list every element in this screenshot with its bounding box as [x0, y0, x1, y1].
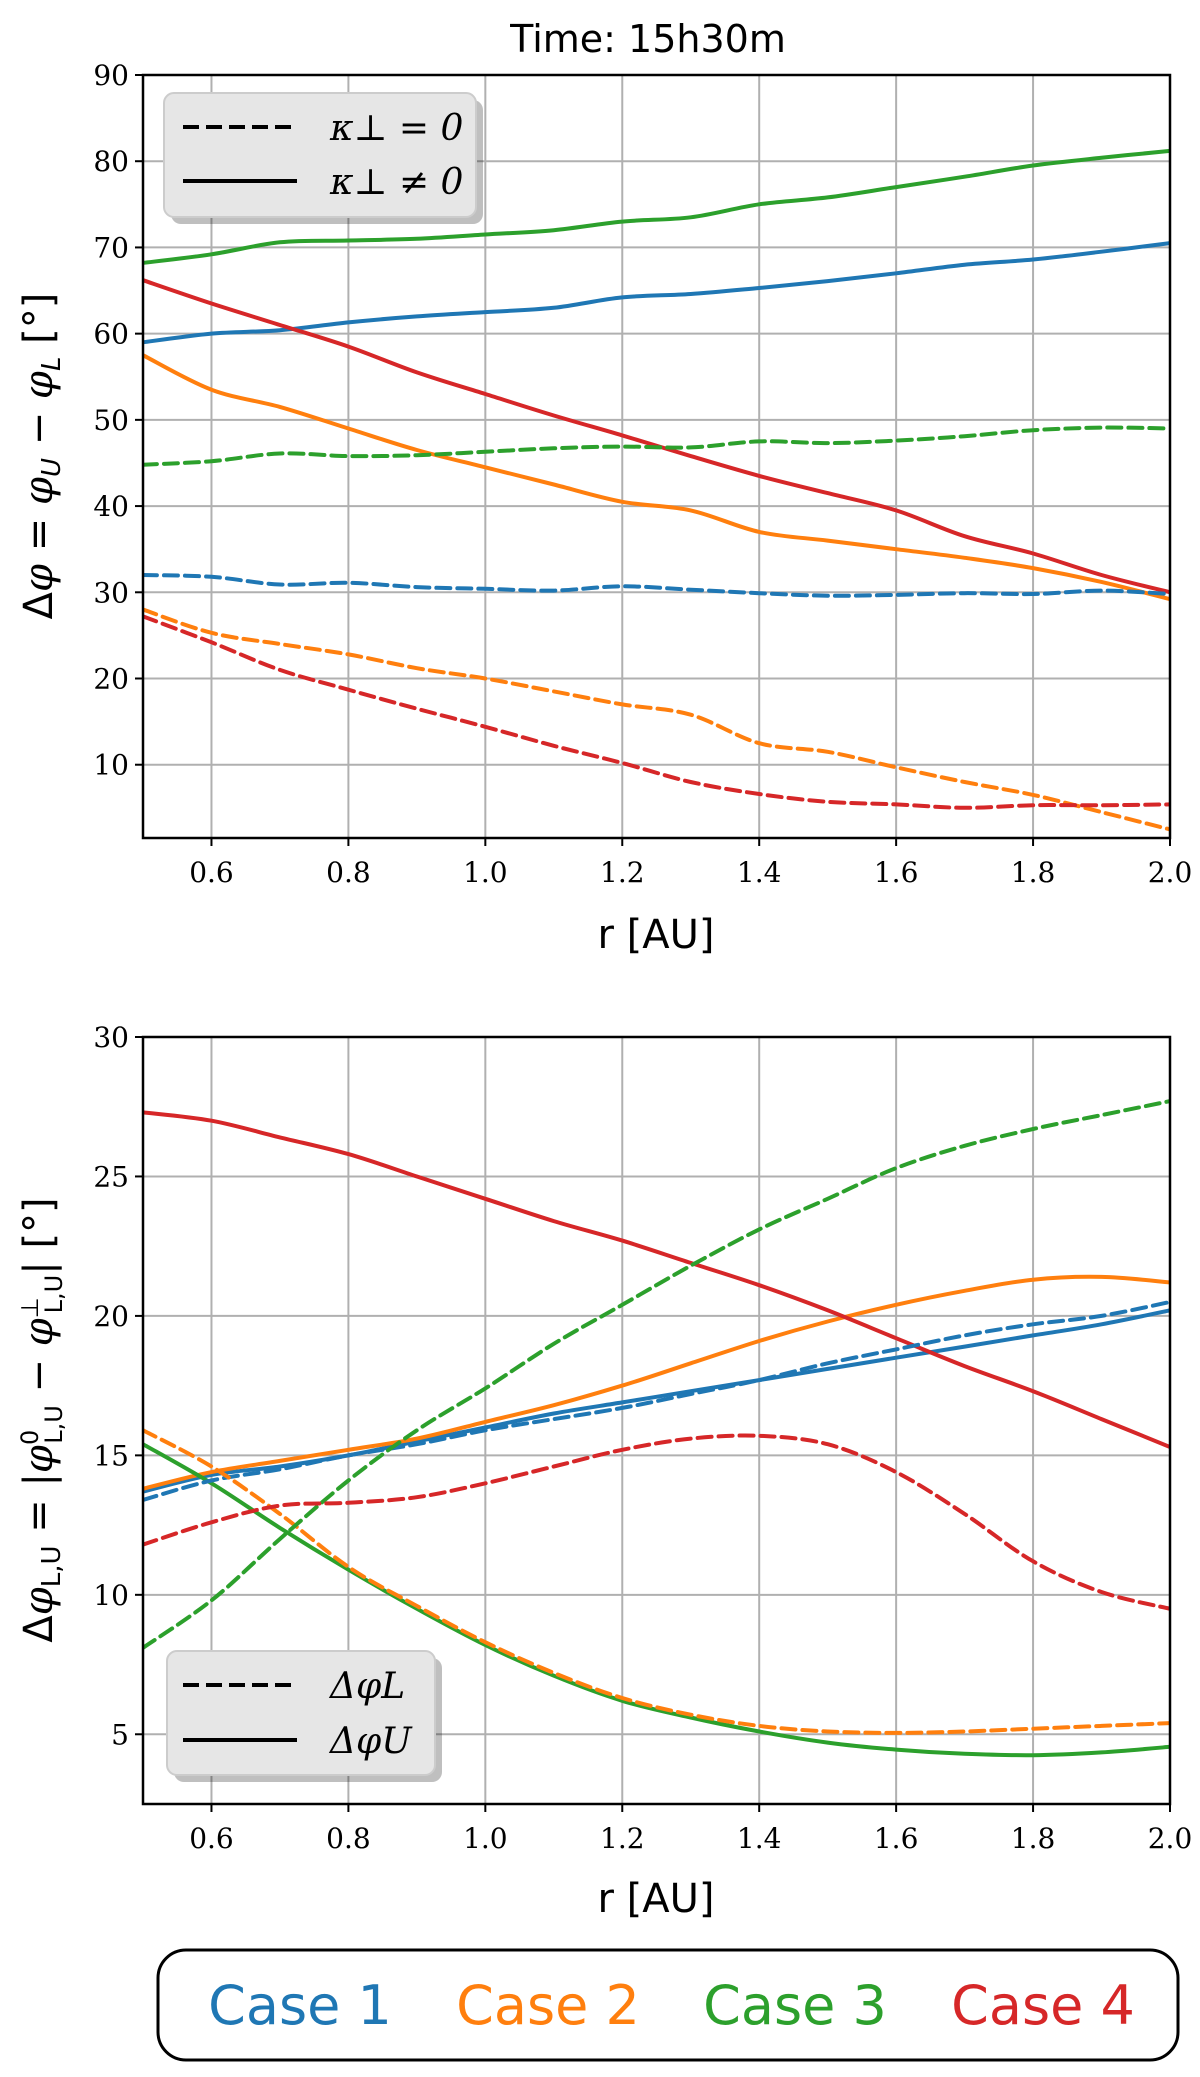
series-line-case2-dashed — [143, 1428, 1170, 1735]
x-tick-label: 2.0 — [1148, 856, 1193, 889]
case-legend: Case 1 Case 2 Case 3 Case 4 — [156, 1948, 1180, 2062]
series-line-case3-dashed — [143, 1099, 1170, 1650]
y-tick-label: 30 — [93, 1021, 129, 1054]
y-tick-label: 40 — [93, 490, 129, 523]
series-line-case4-dashed — [143, 1433, 1170, 1611]
x-tick-label: 1.4 — [737, 1822, 782, 1855]
top-chart-ylabel: Δφ = φU − φL [°] — [16, 293, 67, 620]
series-line-case3-solid — [143, 1442, 1170, 1758]
legend-kappa-zero: κ⊥ = 0 — [329, 108, 463, 149]
x-tick-label: 2.0 — [1148, 1822, 1193, 1855]
legend-delta-phi-l: ΔφL — [328, 1666, 405, 1707]
case-3-label: Case 3 — [703, 1974, 887, 2037]
bottom-chart-legend: ΔφL ΔφU — [166, 1650, 442, 1782]
x-tick-label: 1.6 — [874, 1822, 919, 1855]
series-line-case2-dashed — [143, 607, 1170, 832]
y-tick-label: 25 — [93, 1160, 129, 1193]
y-tick-label: 60 — [93, 318, 129, 351]
x-tick-label: 1.2 — [600, 856, 645, 889]
x-tick-label: 0.6 — [189, 1822, 234, 1855]
series-line-case1-solid — [143, 241, 1170, 345]
top-chart-xlabel: r [AU] — [597, 912, 714, 958]
series-line-case2-solid — [143, 353, 1170, 602]
series-line-case4-dashed — [143, 614, 1170, 810]
y-tick-label: 50 — [93, 404, 129, 437]
x-tick-label: 0.8 — [326, 856, 371, 889]
x-tick-label: 0.6 — [189, 856, 234, 889]
case-4-label: Case 4 — [951, 1974, 1135, 2037]
y-tick-label: 10 — [93, 1579, 129, 1612]
y-tick-label: 5 — [111, 1718, 129, 1751]
y-tick-label: 10 — [93, 749, 129, 782]
series-line-case1-dashed — [143, 1300, 1170, 1502]
figure-title: Time: 15h30m — [509, 17, 786, 61]
series-line-case2-solid — [143, 1274, 1170, 1491]
bottom-chart-xlabel: r [AU] — [597, 1876, 714, 1922]
bottom-chart-frame — [141, 1035, 1172, 1806]
x-tick-label: 1.0 — [463, 1822, 508, 1855]
x-tick-label: 1.8 — [1011, 1822, 1056, 1855]
y-tick-label: 20 — [93, 663, 129, 696]
x-tick-label: 1.6 — [874, 856, 919, 889]
x-tick-label: 1.8 — [1011, 856, 1056, 889]
y-tick-label: 15 — [93, 1439, 129, 1472]
x-tick-label: 1.4 — [737, 856, 782, 889]
bottom-chart: 0.6 0.8 1.0 1.2 1.4 1.6 1.8 2.0 5 10 15 20 25 30 r [A… — [16, 1021, 1192, 1922]
legend-delta-phi-u: ΔφU — [328, 1721, 413, 1762]
x-tick-label: 1.0 — [463, 856, 508, 889]
top-chart: 0.6 0.8 1.0 1.2 1.4 1.6 1.8 2.0 10 20 30 40 50 60 70 80… — [16, 59, 1192, 958]
y-tick-label: 30 — [93, 576, 129, 609]
case-2-label: Case 2 — [456, 1974, 640, 2037]
y-tick-label: 20 — [93, 1300, 129, 1333]
bottom-chart-ylabel: ΔφL,U = |φ0L,U − φ⊥L,U| [°] — [16, 1197, 68, 1642]
legend-kappa-nonzero: κ⊥ ≠ 0 — [329, 162, 463, 203]
x-tick-label: 1.2 — [600, 1822, 645, 1855]
series-line-case3-solid — [143, 148, 1170, 265]
y-tick-label: 70 — [93, 231, 129, 264]
y-tick-label: 90 — [93, 59, 129, 92]
case-1-label: Case 1 — [208, 1974, 392, 2037]
top-chart-legend: κ⊥ = 0 κ⊥ ≠ 0 — [163, 92, 483, 224]
series-line-case4-solid — [143, 1110, 1170, 1449]
series-line-case1-dashed — [143, 573, 1170, 598]
top-chart-frame — [141, 73, 1172, 840]
series-line-case3-dashed — [143, 425, 1170, 467]
y-tick-label: 80 — [93, 145, 129, 178]
x-tick-label: 0.8 — [326, 1822, 371, 1855]
